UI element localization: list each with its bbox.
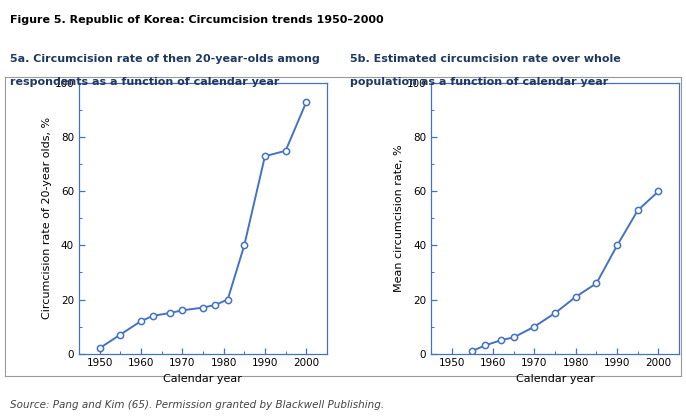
Y-axis label: Circumcision rate of 20-year olds, %: Circumcision rate of 20-year olds, % [42,117,51,319]
Text: Figure 5. Republic of Korea: Circumcision trends 1950–2000: Figure 5. Republic of Korea: Circumcisio… [10,15,384,25]
Text: 5a. Circumcision rate of then 20-year-olds among: 5a. Circumcision rate of then 20-year-ol… [10,54,320,64]
Text: population as a function of calendar year: population as a function of calendar yea… [350,77,608,87]
Text: 5b. Estimated circumcision rate over whole: 5b. Estimated circumcision rate over who… [350,54,621,64]
Text: respondents as a function of calendar year: respondents as a function of calendar ye… [10,77,280,87]
Y-axis label: Mean circumcision rate, %: Mean circumcision rate, % [394,145,404,292]
X-axis label: Calendar year: Calendar year [516,374,595,384]
X-axis label: Calendar year: Calendar year [163,374,242,384]
Text: Source: Pang and Kim (65). Permission granted by Blackwell Publishing.: Source: Pang and Kim (65). Permission gr… [10,400,384,410]
